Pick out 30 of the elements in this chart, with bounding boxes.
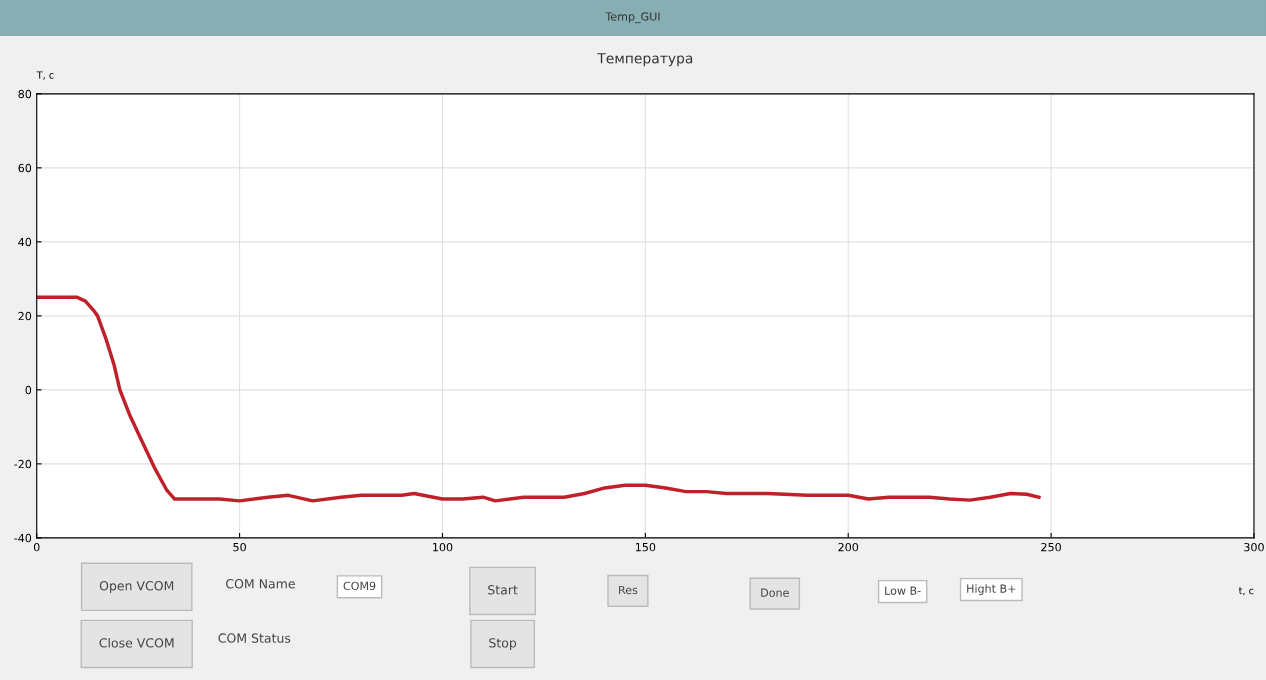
x-tick-label: 0 <box>33 542 40 552</box>
x-tick-label: 100 <box>433 542 453 552</box>
y-tick-label: 40 <box>18 237 32 247</box>
x-tick-label: 250 <box>1041 542 1061 552</box>
text: Low B- <box>885 586 921 595</box>
text: Stop <box>489 638 517 651</box>
text: Open VCOM <box>99 581 174 593</box>
line-series <box>36 295 1041 503</box>
x-axis-title: t, c <box>1238 587 1254 596</box>
x-tick-label: 150 <box>635 542 656 552</box>
x-tick-label: 200 <box>838 542 859 552</box>
text: Close VCOM <box>99 637 174 648</box>
text: COM9 <box>343 581 376 591</box>
x-tick-label: 300 <box>1244 542 1264 552</box>
y-axis-title: T, c <box>36 71 54 80</box>
y-tick-label: 0 <box>25 385 32 395</box>
text: Done <box>761 588 789 597</box>
y-tick-label: 80 <box>18 89 32 99</box>
y-tick-label: -40 <box>14 533 32 543</box>
y-tick-label: 20 <box>18 311 32 321</box>
text: Hight B+ <box>967 584 1016 595</box>
text: Temp_GUI <box>605 12 660 24</box>
y-tick-label: 60 <box>18 163 32 173</box>
text: Res <box>619 585 638 595</box>
text: COM Status <box>218 633 291 643</box>
y-tick-label: -20 <box>14 459 32 469</box>
x-tick-label: 50 <box>233 542 246 552</box>
text: COM Name <box>226 578 295 589</box>
chart-title: Температура <box>597 53 693 67</box>
text: Start <box>488 585 518 595</box>
